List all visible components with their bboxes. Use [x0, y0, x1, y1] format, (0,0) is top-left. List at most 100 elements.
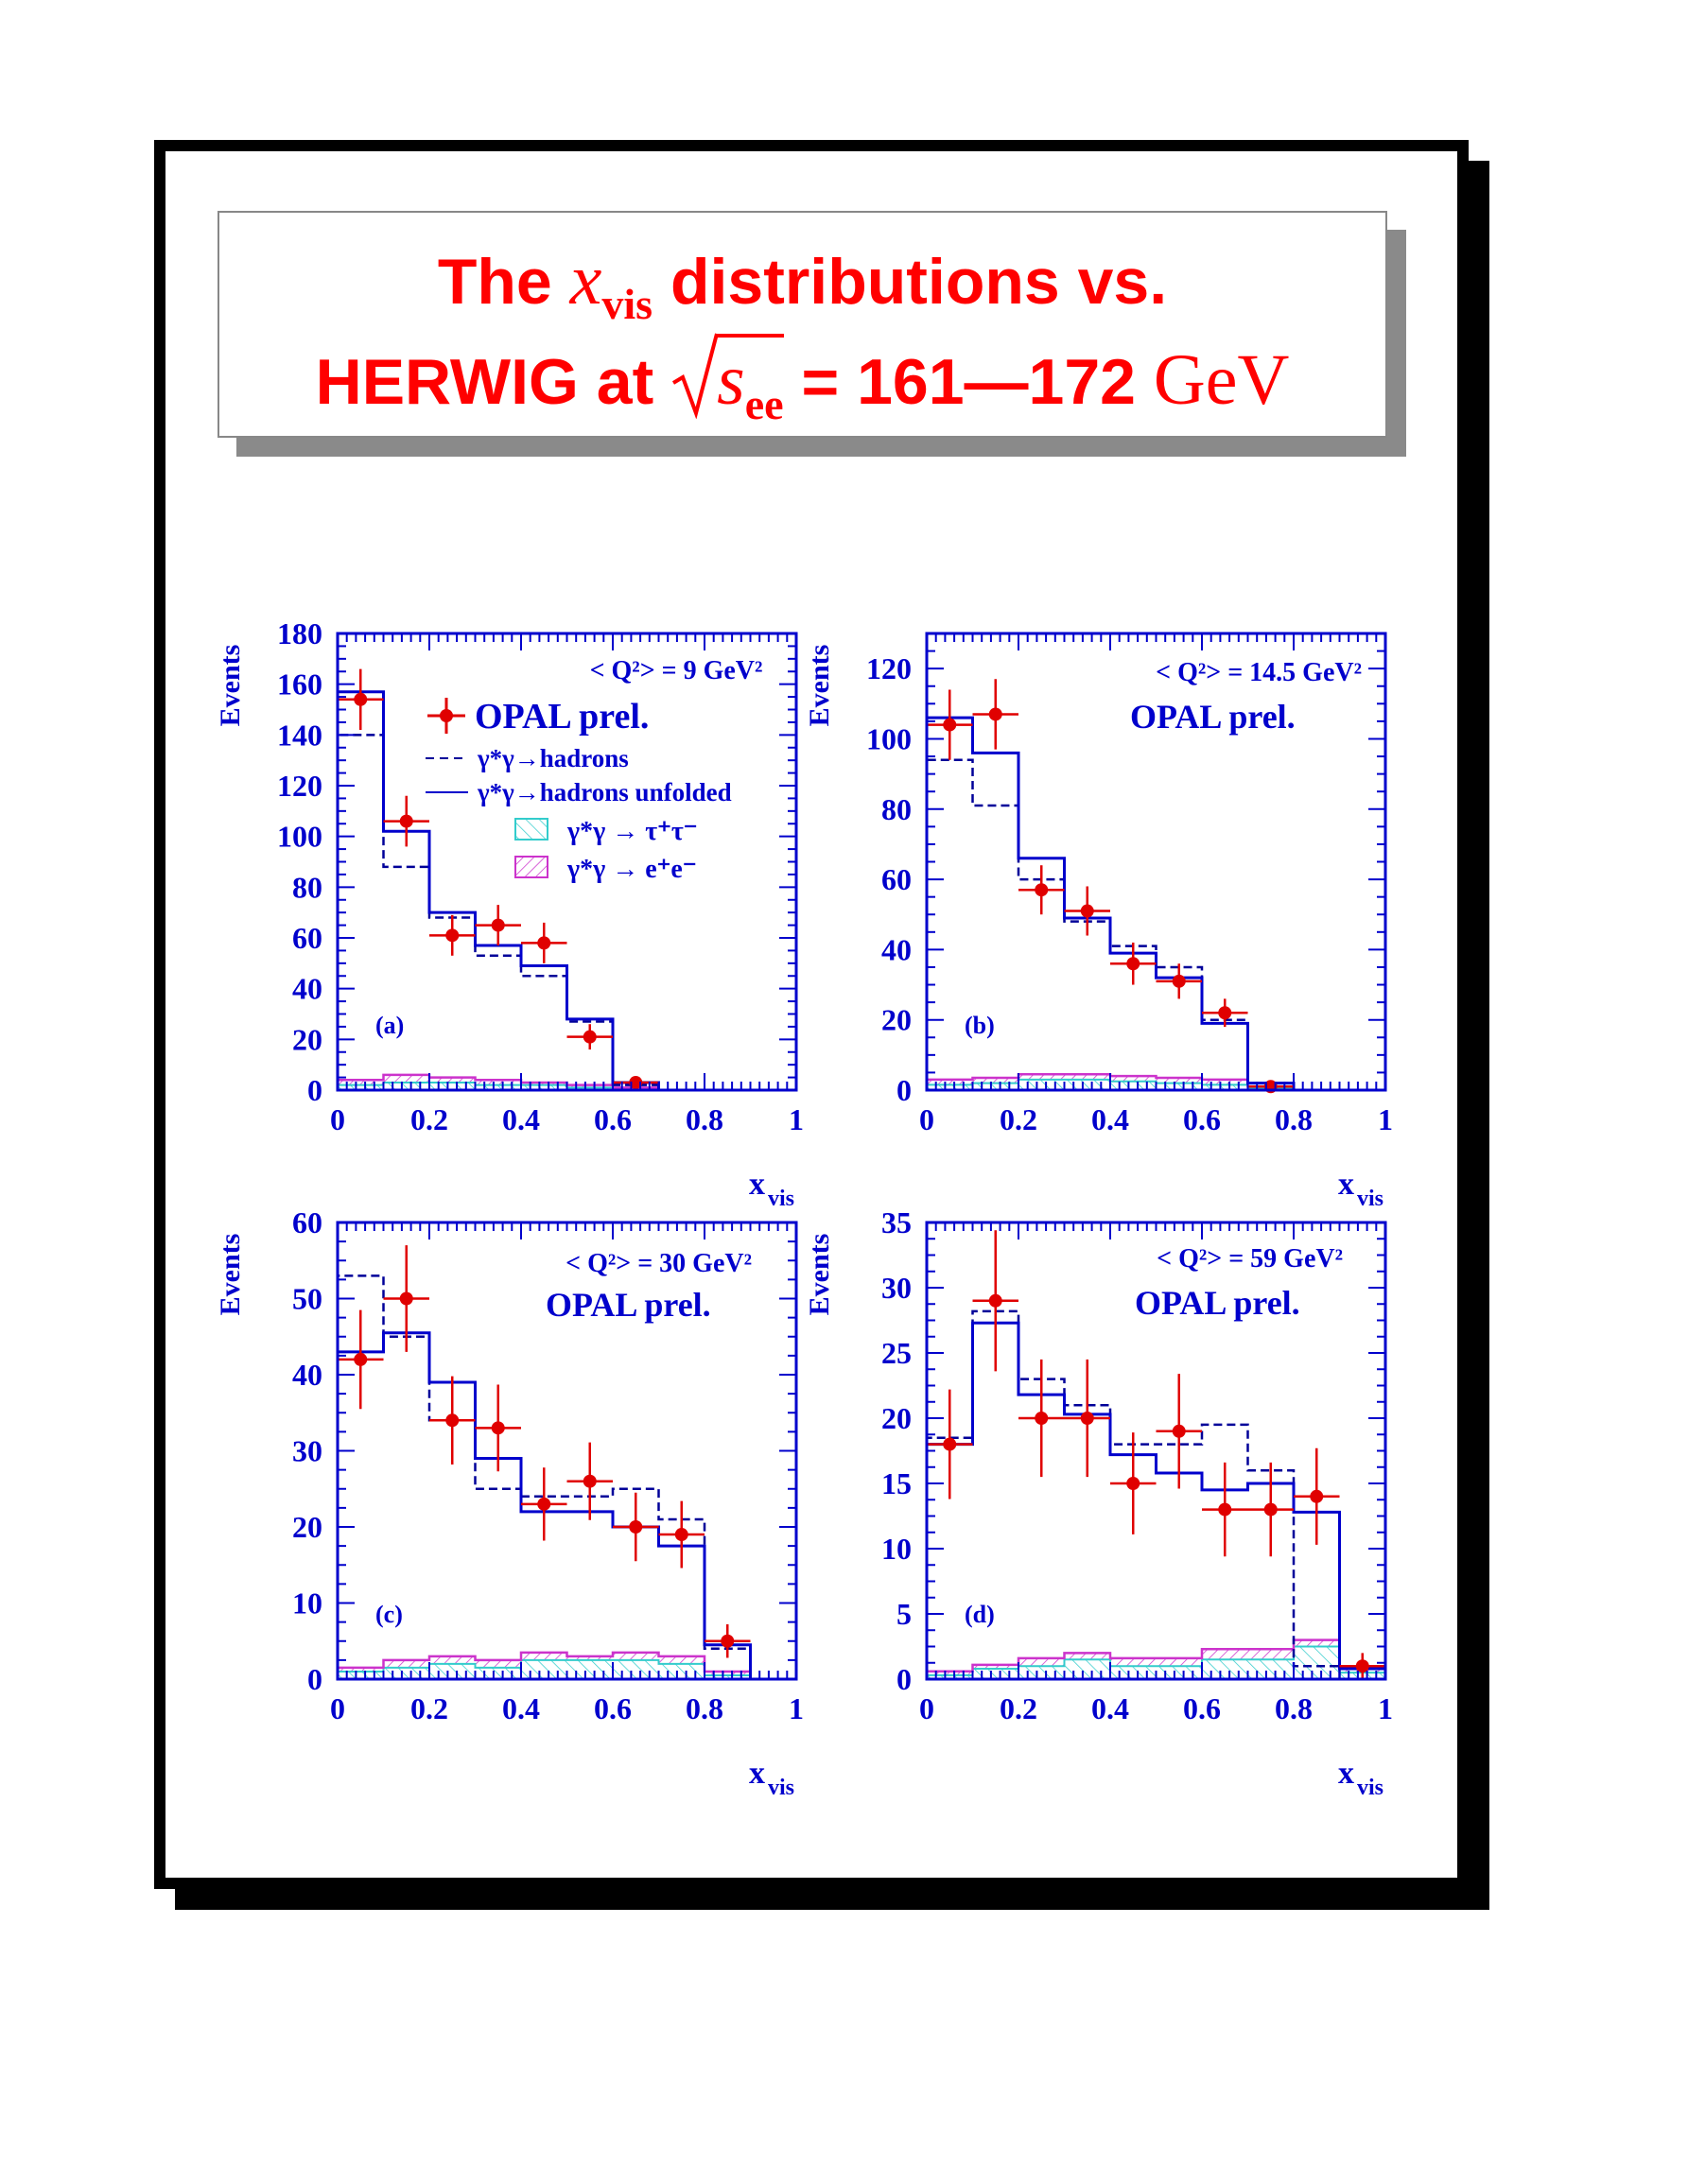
y-tick-label: 120: [277, 769, 322, 803]
tau-bar: [1110, 1666, 1157, 1679]
legend: OPAL prel. γ*γ→hadrons γ*γ→hadrons unfolde…: [426, 697, 732, 884]
x-tick-label: 0.8: [1275, 1691, 1313, 1725]
x-axis-label-sub: vis: [768, 1776, 794, 1800]
x-tick-label: 0.2: [410, 1102, 448, 1136]
x-tick-label: 0: [919, 1691, 934, 1725]
y-tick-label: 20: [881, 1003, 912, 1037]
ee-bar: [429, 1077, 476, 1083]
tau-bar: [521, 1659, 567, 1679]
ee-bar: [1064, 1653, 1110, 1660]
data-point: [445, 928, 460, 943]
ee-bar: [383, 1659, 429, 1668]
y-tick-label: 35: [881, 1205, 912, 1239]
x-axis-label-sub: vis: [1357, 1776, 1383, 1800]
legend-ee-swatch: [514, 856, 548, 878]
panel-label: (b): [965, 1012, 995, 1039]
tau-bar: [705, 1674, 751, 1679]
x-tick-label: 0: [330, 1691, 345, 1725]
y-tick-label: 0: [896, 1662, 912, 1696]
data-point: [629, 1520, 643, 1534]
tau-histogram-line: [926, 1645, 1386, 1679]
ee-bar: [521, 1082, 567, 1085]
tau-bar: [972, 1668, 1018, 1679]
y-tick-label: 60: [292, 921, 322, 955]
y-tick-label: 0: [307, 1662, 322, 1696]
data-point: [988, 707, 1002, 721]
title-unit: GeV: [1153, 340, 1290, 420]
opal-label: OPAL prel.: [1135, 1284, 1300, 1322]
data-point: [1172, 1424, 1186, 1438]
tau-bar: [927, 1674, 973, 1679]
x-tick-label: 0.2: [1000, 1691, 1037, 1725]
y-tick-label: 80: [292, 870, 322, 904]
ee-bar: [927, 1671, 973, 1675]
opal-label: OPAL prel.: [1130, 698, 1296, 736]
y-tick-label: 30: [292, 1434, 322, 1468]
data-point: [1035, 883, 1049, 897]
x-tick-label: 0.8: [1275, 1102, 1313, 1136]
title-var: x: [569, 240, 602, 320]
x-axis-label: x: [1338, 1167, 1354, 1202]
title-box: The xvis distributions vs. HERWIG at see…: [218, 211, 1387, 438]
x-tick-label: 0.6: [594, 1691, 632, 1725]
x-tick-label: 0: [919, 1102, 934, 1136]
ee-bar: [475, 1080, 521, 1085]
y-tick-label: 80: [881, 792, 912, 826]
data-point: [583, 1030, 597, 1044]
data-point: [1218, 1502, 1232, 1517]
x-tick-label: 0.8: [686, 1691, 723, 1725]
ee-bar: [521, 1652, 567, 1660]
data-point: [1263, 1502, 1278, 1517]
x-tick-label: 0.4: [1091, 1102, 1129, 1136]
y-tick-label: 60: [881, 862, 912, 896]
q2-label: < Q²> = 59 GeV²: [1157, 1244, 1343, 1274]
x-tick-label: 1: [1378, 1102, 1393, 1136]
tau-bar: [1294, 1646, 1340, 1679]
title-var-sub: vis: [601, 280, 653, 328]
data-point: [537, 936, 551, 950]
chart-panel-a: 0 0.2 0.4 0.6 0.8 1 0 20 40 60 80 100 120 140 160 180 Ev…: [215, 616, 804, 1211]
y-tick-label: 140: [277, 718, 322, 752]
ee-bar: [566, 1655, 613, 1660]
data-point: [943, 718, 957, 732]
y-axis-label: Events: [215, 1234, 246, 1316]
data-point: [943, 1437, 957, 1451]
ee-bar: [1018, 1074, 1065, 1080]
legend-data-marker: [440, 709, 453, 722]
y-tick-label: 50: [292, 1282, 322, 1316]
data-point: [721, 1634, 735, 1648]
tau-bar: [566, 1659, 613, 1679]
tau-bar: [927, 1084, 973, 1090]
q2-label: < Q²> = 30 GeV²: [566, 1249, 752, 1278]
y-tick-label: 40: [292, 972, 322, 1006]
x-tick-label: 0.2: [1000, 1102, 1037, 1136]
x-axis-label-sub: vis: [1357, 1187, 1383, 1211]
y-axis-label: Events: [804, 1234, 835, 1316]
x-tick-label: 1: [789, 1691, 804, 1725]
tau-bar: [1018, 1079, 1065, 1090]
q2-label: < Q²> = 14.5 GeV²: [1156, 658, 1362, 687]
tau-bar: [429, 1663, 476, 1679]
data-point: [1080, 1412, 1094, 1425]
y-tick-label: 180: [277, 616, 322, 650]
tau-bar: [383, 1667, 429, 1679]
tau-bar: [613, 1659, 659, 1679]
q2-label: < Q²> = 9 GeV²: [590, 656, 763, 685]
data-point: [1172, 974, 1186, 988]
y-tick-label: 60: [292, 1205, 322, 1239]
x-tick-label: 1: [1378, 1691, 1393, 1725]
title-var: s: [717, 340, 745, 420]
hadrons-mc-histogram: [925, 758, 1385, 1092]
y-tick-label: 40: [881, 932, 912, 966]
data-point: [354, 692, 368, 706]
y-tick-label: 20: [881, 1401, 912, 1435]
x-tick-label: 0.6: [594, 1102, 632, 1136]
ee-bar: [1294, 1639, 1340, 1647]
y-axis-label: Events: [804, 645, 835, 727]
y-tick-label: 5: [896, 1597, 912, 1631]
tau-bar: [1202, 1084, 1248, 1090]
ee-bar: [613, 1652, 659, 1660]
x-tick-label: 0.4: [1091, 1691, 1129, 1725]
legend-hadrons-label: γ*γ→hadrons: [477, 744, 629, 772]
x-tick-label: 0.6: [1183, 1691, 1221, 1725]
